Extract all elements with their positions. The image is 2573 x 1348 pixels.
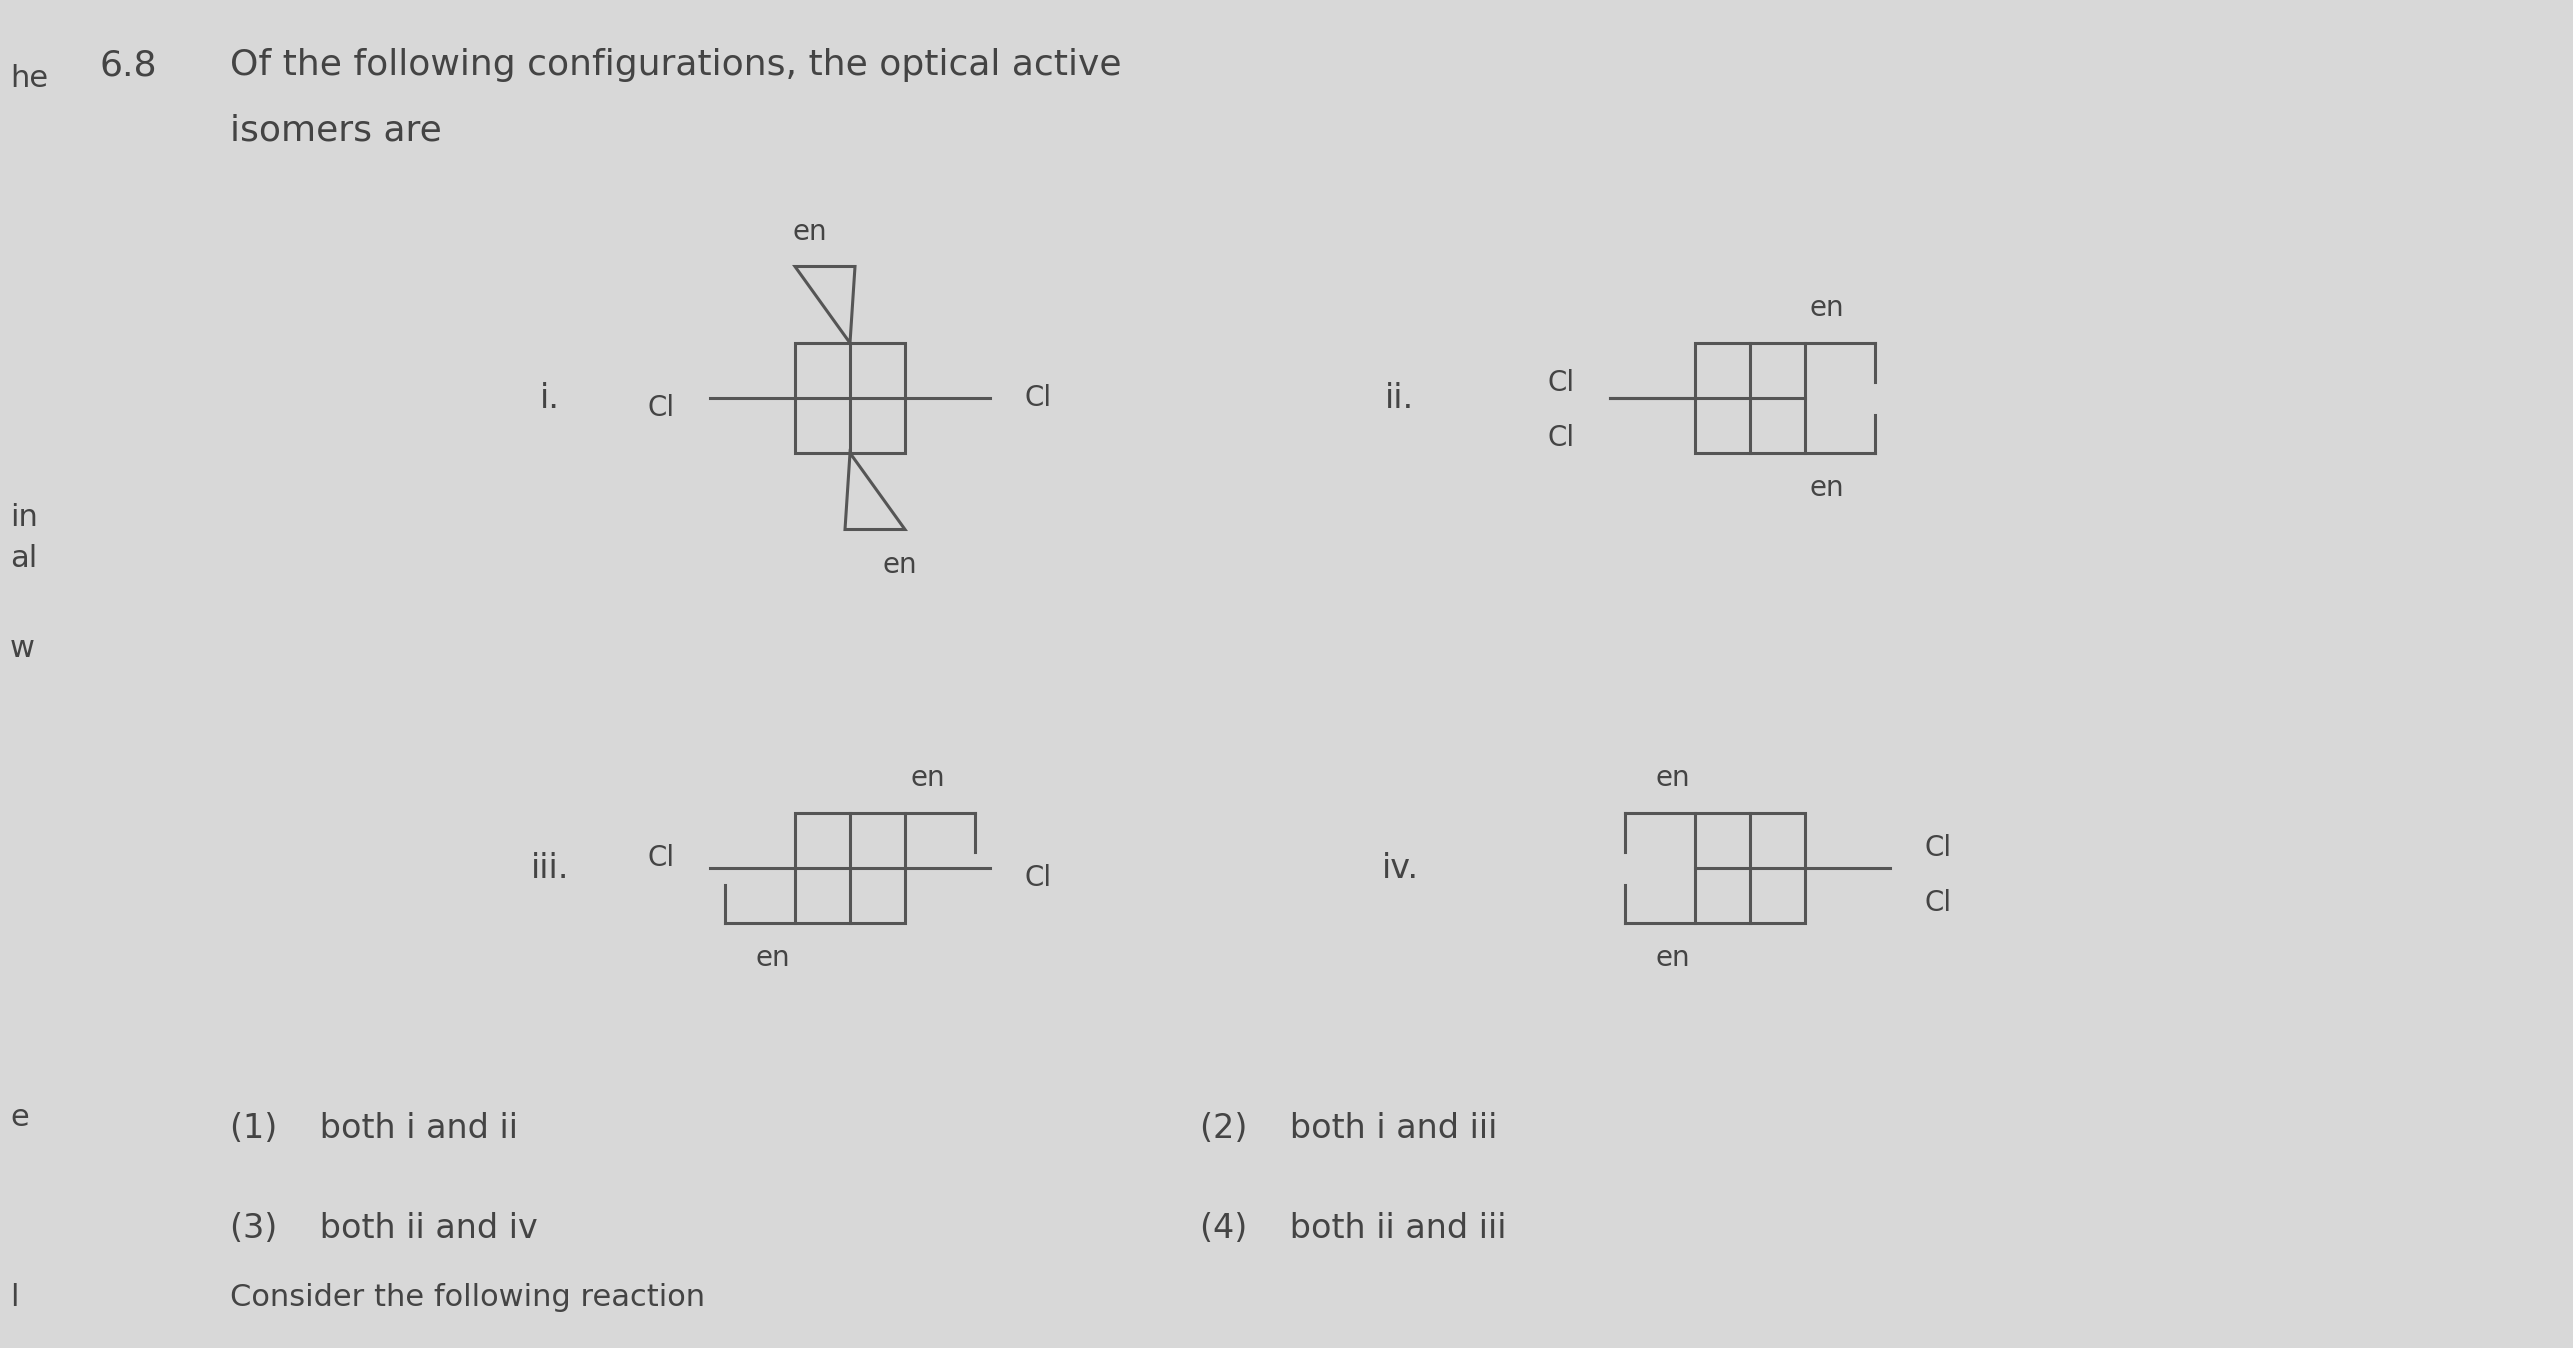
- Text: en: en: [792, 217, 829, 245]
- Text: (4)    both ii and iii: (4) both ii and iii: [1199, 1212, 1508, 1244]
- Text: Consider the following reaction: Consider the following reaction: [229, 1283, 705, 1313]
- Text: (3)    both ii and iv: (3) both ii and iv: [229, 1212, 538, 1244]
- Text: 6.8: 6.8: [100, 49, 157, 82]
- Text: en: en: [1654, 764, 1690, 793]
- Text: Cl: Cl: [1024, 384, 1052, 412]
- Text: al: al: [10, 543, 36, 573]
- Text: en: en: [1809, 294, 1845, 322]
- Text: e: e: [10, 1104, 28, 1132]
- Text: Of the following configurations, the optical active: Of the following configurations, the opt…: [229, 49, 1122, 82]
- Text: Cl: Cl: [1549, 425, 1575, 452]
- Text: Cl: Cl: [1925, 834, 1953, 861]
- Text: (1)    both i and ii: (1) both i and ii: [229, 1112, 517, 1144]
- Text: en: en: [883, 550, 919, 578]
- Text: iv.: iv.: [1382, 852, 1418, 884]
- Text: isomers are: isomers are: [229, 113, 443, 147]
- Text: in: in: [10, 504, 39, 532]
- Text: (2)    both i and iii: (2) both i and iii: [1199, 1112, 1497, 1144]
- Text: en: en: [756, 944, 790, 972]
- Text: ii.: ii.: [1384, 381, 1415, 414]
- Text: i.: i.: [540, 381, 561, 414]
- Text: Cl: Cl: [648, 394, 674, 422]
- Text: Cl: Cl: [648, 844, 674, 872]
- Text: Cl: Cl: [1925, 888, 1953, 917]
- Text: en: en: [1654, 944, 1690, 972]
- Text: en: en: [911, 764, 944, 793]
- Text: Cl: Cl: [1024, 864, 1052, 892]
- Text: l: l: [10, 1283, 18, 1313]
- Text: Cl: Cl: [1549, 369, 1575, 398]
- Text: w: w: [10, 634, 36, 662]
- Text: en: en: [1809, 474, 1845, 501]
- Text: iii.: iii.: [530, 852, 569, 884]
- Text: he: he: [10, 63, 49, 93]
